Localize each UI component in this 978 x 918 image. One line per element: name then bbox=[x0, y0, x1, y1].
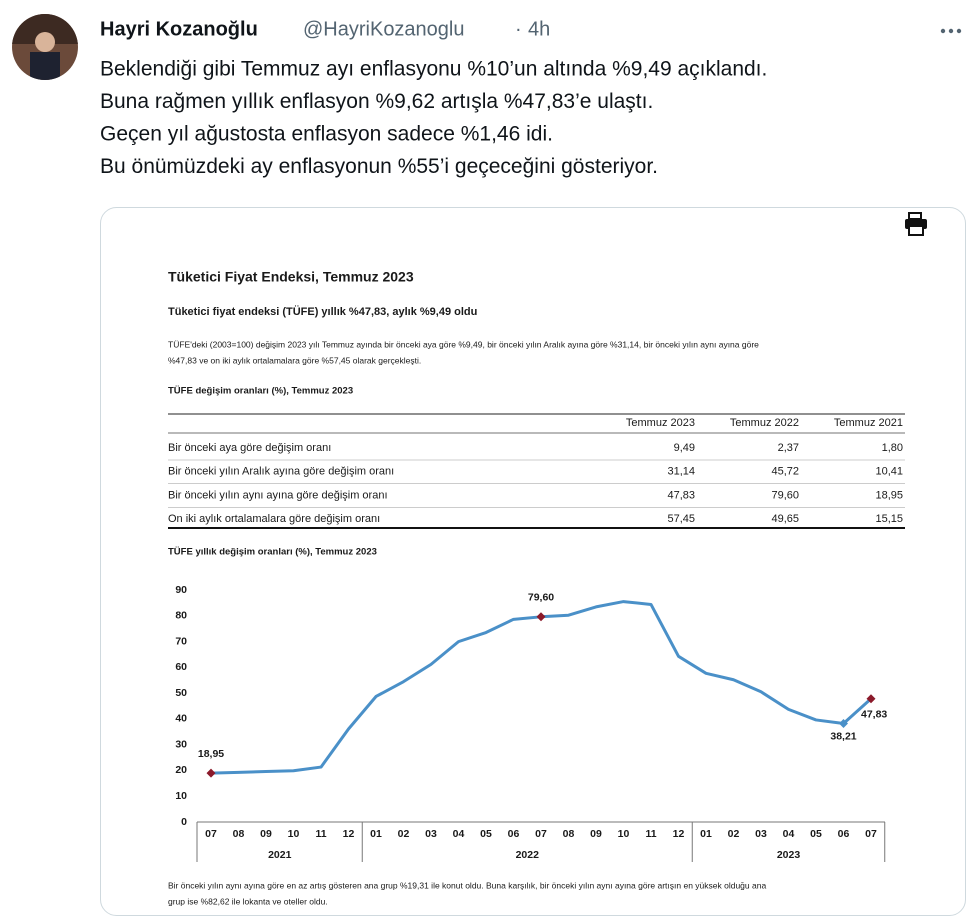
x-tick-label: 07 bbox=[205, 828, 217, 840]
author-name[interactable]: Hayri Kozanoğlu bbox=[100, 18, 258, 40]
y-tick-label: 30 bbox=[175, 738, 187, 750]
cell: 18,95 bbox=[875, 489, 903, 501]
column-header: Temmuz 2023 bbox=[626, 417, 695, 429]
x-tick-label: 05 bbox=[480, 828, 492, 840]
print-icon[interactable] bbox=[905, 212, 927, 236]
doc-title: Tüketici Fiyat Endeksi, Temmuz 2023 bbox=[168, 269, 414, 285]
point-marker bbox=[206, 768, 216, 778]
x-tick-label: 12 bbox=[673, 828, 685, 840]
tweet-line: Bu önümüzdeki ay enflasyonun %55’i geçec… bbox=[100, 155, 658, 178]
x-tick-label: 07 bbox=[535, 828, 547, 840]
x-tick-label: 10 bbox=[288, 828, 300, 840]
column-header: Temmuz 2022 bbox=[730, 417, 799, 429]
x-tick-label: 02 bbox=[728, 828, 740, 840]
value-label: 18,95 bbox=[198, 748, 224, 760]
separator: · bbox=[515, 18, 522, 40]
x-tick-label: 01 bbox=[700, 828, 712, 840]
cell: 9,49 bbox=[674, 442, 695, 454]
tweet-line: Buna rağmen yıllık enflasyon %9,62 artış… bbox=[100, 90, 653, 113]
cell: 15,15 bbox=[875, 513, 903, 525]
value-label: 38,21 bbox=[830, 730, 856, 742]
x-tick-label: 11 bbox=[315, 828, 326, 840]
row-label: Bir önceki yılın aynı ayına göre değişim… bbox=[168, 489, 388, 501]
footnote-line: grup ise %82,62 ile lokanta ve oteller o… bbox=[168, 896, 328, 906]
x-tick-label: 03 bbox=[425, 828, 437, 840]
cell: 2,37 bbox=[778, 442, 799, 454]
y-tick-label: 40 bbox=[175, 713, 187, 725]
paragraph-line: %47,83 ve on iki aylık ortalamalara göre… bbox=[168, 355, 421, 365]
tweet-line: Geçen yıl ağustosta enflasyon sadece %1,… bbox=[100, 123, 553, 146]
x-tick-label: 04 bbox=[783, 828, 795, 840]
y-tick-label: 50 bbox=[175, 687, 187, 699]
x-tick-label: 04 bbox=[453, 828, 465, 840]
x-tick-label: 05 bbox=[810, 828, 822, 840]
media-card bbox=[100, 207, 966, 916]
avatar[interactable] bbox=[12, 14, 78, 82]
point-marker bbox=[866, 694, 876, 704]
cell: 47,83 bbox=[667, 489, 695, 501]
x-group-label: 2022 bbox=[516, 849, 540, 861]
y-tick-label: 60 bbox=[175, 661, 187, 673]
cell: 31,14 bbox=[667, 466, 695, 478]
x-tick-label: 01 bbox=[370, 828, 382, 840]
cell: 45,72 bbox=[771, 466, 799, 478]
author-handle[interactable]: @HayriKozanoglu bbox=[303, 18, 465, 40]
table: Temmuz 2023 Temmuz 2022 Temmuz 2021 Bir önc… bbox=[168, 413, 905, 529]
column-header: Temmuz 2021 bbox=[834, 417, 903, 429]
x-tick-label: 03 bbox=[755, 828, 767, 840]
more-button[interactable] bbox=[940, 28, 962, 34]
timestamp[interactable]: 4h bbox=[528, 18, 550, 40]
row-label: On iki aylık ortalamalara göre değişim o… bbox=[168, 513, 380, 525]
x-tick-label: 10 bbox=[618, 828, 630, 840]
cell: 49,65 bbox=[771, 513, 799, 525]
x-tick-label: 12 bbox=[343, 828, 355, 840]
y-tick-label: 20 bbox=[175, 764, 187, 776]
x-tick-label: 02 bbox=[398, 828, 410, 840]
cell: 57,45 bbox=[667, 513, 695, 525]
tweet-text: Beklendiği gibi Temmuz ayı enflasyonu %1… bbox=[100, 58, 767, 179]
cell: 1,80 bbox=[882, 442, 903, 454]
y-tick-label: 70 bbox=[175, 635, 187, 647]
x-tick-label: 06 bbox=[838, 828, 850, 840]
y-tick-label: 0 bbox=[181, 816, 187, 828]
y-tick-label: 90 bbox=[175, 584, 187, 596]
footnote-line: Bir önceki yılın aynı ayına göre en az a… bbox=[168, 880, 766, 890]
doc-paragraph: TÜFE'deki (2003=100) değişim 2023 yılı T… bbox=[168, 339, 759, 365]
footnote: Bir önceki yılın aynı ayına göre en az a… bbox=[168, 880, 766, 906]
y-tick-label: 80 bbox=[175, 610, 187, 622]
chart-title: TÜFE yıllık değişim oranları (%), Temmuz… bbox=[168, 547, 377, 558]
point-marker bbox=[839, 719, 848, 729]
x-tick-label: 11 bbox=[645, 828, 656, 840]
x-tick-label: 06 bbox=[508, 828, 520, 840]
cell: 79,60 bbox=[771, 489, 799, 501]
paragraph-line: TÜFE'deki (2003=100) değişim 2023 yılı T… bbox=[168, 339, 759, 349]
x-tick-label: 09 bbox=[260, 828, 272, 840]
x-group-label: 2021 bbox=[268, 849, 292, 861]
x-tick-label: 08 bbox=[233, 828, 245, 840]
point-marker bbox=[536, 612, 546, 622]
x-tick-label: 09 bbox=[590, 828, 602, 840]
y-tick-label: 10 bbox=[175, 790, 187, 802]
tweet-line: Beklendiği gibi Temmuz ayı enflasyonu %1… bbox=[100, 58, 767, 81]
cell: 10,41 bbox=[875, 466, 903, 478]
doc-subtitle: Tüketici fiyat endeksi (TÜFE) yıllık %47… bbox=[168, 305, 477, 318]
x-group-label: 2023 bbox=[777, 849, 801, 861]
x-tick-label: 08 bbox=[563, 828, 575, 840]
table-title: TÜFE değişim oranları (%), Temmuz 2023 bbox=[168, 386, 353, 397]
value-label: 79,60 bbox=[528, 592, 554, 604]
x-tick-label: 07 bbox=[865, 828, 877, 840]
row-label: Bir önceki yılın Aralık ayına göre değiş… bbox=[168, 466, 394, 478]
row-label: Bir önceki aya göre değişim oranı bbox=[168, 442, 331, 454]
value-label: 47,83 bbox=[861, 708, 887, 720]
